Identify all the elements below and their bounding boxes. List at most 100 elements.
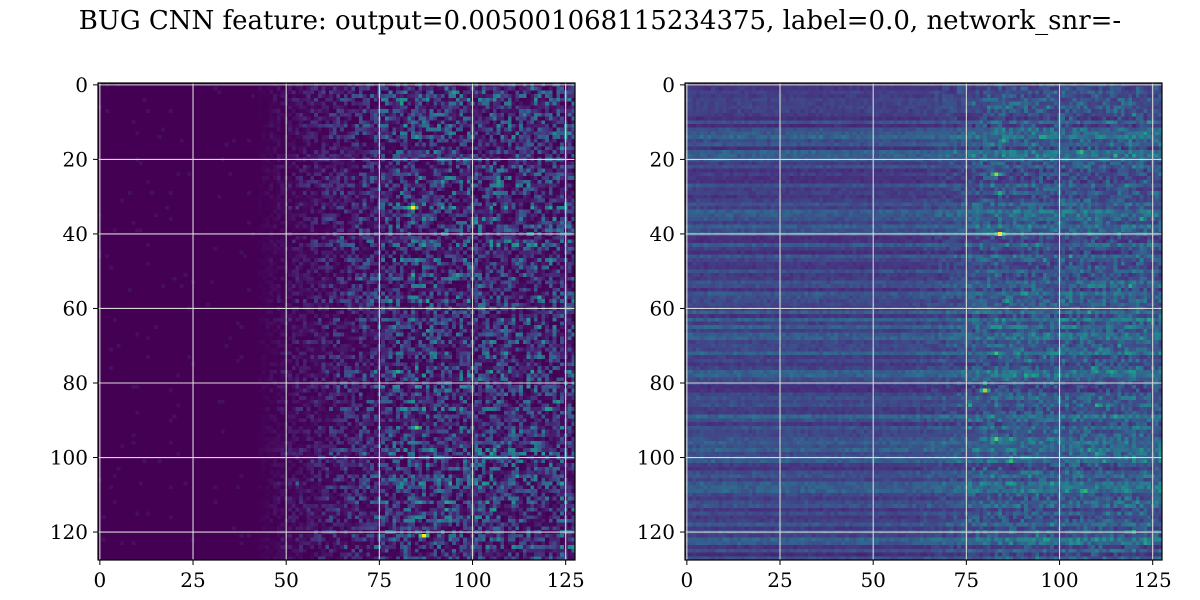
heatmap-cell — [262, 180, 266, 184]
heatmap-cell — [448, 172, 452, 176]
heatmap-cell — [161, 120, 165, 124]
heatmap-cell — [519, 154, 523, 158]
heatmap-cell — [247, 210, 251, 214]
heatmap-cell — [195, 117, 199, 121]
heatmap-cell — [363, 221, 367, 225]
heatmap-cell — [508, 105, 512, 109]
heatmap-cell — [392, 165, 396, 169]
heatmap-cell — [277, 165, 281, 169]
heatmap-cell — [202, 176, 206, 180]
heatmap-cell — [374, 172, 378, 176]
heatmap-cell — [549, 87, 553, 91]
heatmap-cell — [530, 213, 534, 217]
heatmap-cell — [359, 206, 363, 210]
heatmap-cell — [109, 135, 113, 139]
heatmap-cell — [489, 120, 493, 124]
heatmap-cell — [351, 120, 355, 124]
heatmap-cell — [404, 90, 408, 94]
heatmap-cell — [135, 90, 139, 94]
heatmap-cell — [314, 165, 318, 169]
heatmap-cell — [519, 90, 523, 94]
heatmap-cell — [206, 199, 210, 203]
heatmap-cell — [467, 180, 471, 184]
heatmap-cell — [515, 98, 519, 102]
heatmap-cell — [180, 217, 184, 221]
heatmap-cell — [363, 213, 367, 217]
heatmap-cell — [161, 202, 165, 206]
heatmap-cell — [288, 187, 292, 191]
heatmap-cell — [359, 94, 363, 98]
heatmap-cell — [351, 87, 355, 91]
heatmap-cell — [225, 139, 229, 143]
heatmap-cell — [258, 98, 262, 102]
heatmap-cell — [411, 176, 415, 180]
heatmap-cell — [113, 206, 117, 210]
heatmap-cell — [482, 90, 486, 94]
heatmap-cell — [161, 102, 165, 106]
heatmap-cell — [146, 172, 150, 176]
heatmap-cell — [478, 217, 482, 221]
heatmap-cell — [318, 139, 322, 143]
heatmap-cell — [363, 94, 367, 98]
heatmap-cell — [430, 191, 434, 195]
heatmap-cell — [154, 191, 158, 195]
heatmap-cell — [374, 176, 378, 180]
heatmap-cell — [214, 191, 218, 195]
heatmap-cell — [303, 206, 307, 210]
heatmap-cell — [128, 128, 132, 132]
heatmap-cell — [150, 225, 154, 229]
heatmap-cell — [530, 180, 534, 184]
heatmap-cell — [251, 221, 255, 225]
heatmap-cell — [165, 169, 169, 173]
heatmap-cell — [456, 187, 460, 191]
heatmap-cell — [214, 221, 218, 225]
heatmap-cell — [411, 225, 415, 229]
heatmap-cell — [530, 87, 534, 91]
heatmap-cell — [277, 221, 281, 225]
heatmap-cell — [560, 202, 564, 206]
heatmap-cell — [374, 199, 378, 203]
heatmap-cell — [258, 187, 262, 191]
heatmap-cell — [437, 128, 441, 132]
heatmap-cell — [232, 187, 236, 191]
heatmap-cell — [169, 113, 173, 117]
heatmap-cell — [437, 202, 441, 206]
heatmap-cell — [359, 184, 363, 188]
heatmap-cell — [441, 161, 445, 165]
heatmap-cell — [359, 165, 363, 169]
heatmap-cell — [225, 187, 229, 191]
heatmap-cell — [359, 150, 363, 154]
heatmap-cell — [165, 98, 169, 102]
heatmap-cell — [187, 98, 191, 102]
heatmap-cell — [370, 98, 374, 102]
heatmap-cell — [228, 154, 232, 158]
heatmap-cell — [251, 135, 255, 139]
heatmap-cell — [199, 109, 203, 113]
heatmap-cell — [351, 169, 355, 173]
heatmap-cell — [113, 225, 117, 229]
heatmap-cell — [422, 187, 426, 191]
heatmap-cell — [296, 120, 300, 124]
heatmap-cell — [251, 195, 255, 199]
heatmap-cell — [456, 213, 460, 217]
heatmap-cell — [109, 105, 113, 109]
heatmap-cell — [150, 213, 154, 217]
heatmap-cell — [251, 213, 255, 217]
heatmap-cell — [404, 98, 408, 102]
heatmap-cell — [374, 221, 378, 225]
heatmap-cell — [165, 217, 169, 221]
heatmap-cell — [512, 199, 516, 203]
heatmap-cell — [195, 165, 199, 169]
heatmap-cell — [146, 124, 150, 128]
heatmap-cell — [497, 139, 501, 143]
heatmap-cell — [266, 180, 270, 184]
heatmap-cell — [165, 102, 169, 106]
heatmap-cell — [292, 143, 296, 147]
heatmap-cell — [109, 213, 113, 217]
heatmap-cell — [269, 146, 273, 150]
heatmap-cell — [158, 128, 162, 132]
heatmap-cell — [556, 165, 560, 169]
heatmap-cell — [433, 143, 437, 147]
heatmap-cell — [534, 206, 538, 210]
heatmap-cell — [426, 90, 430, 94]
